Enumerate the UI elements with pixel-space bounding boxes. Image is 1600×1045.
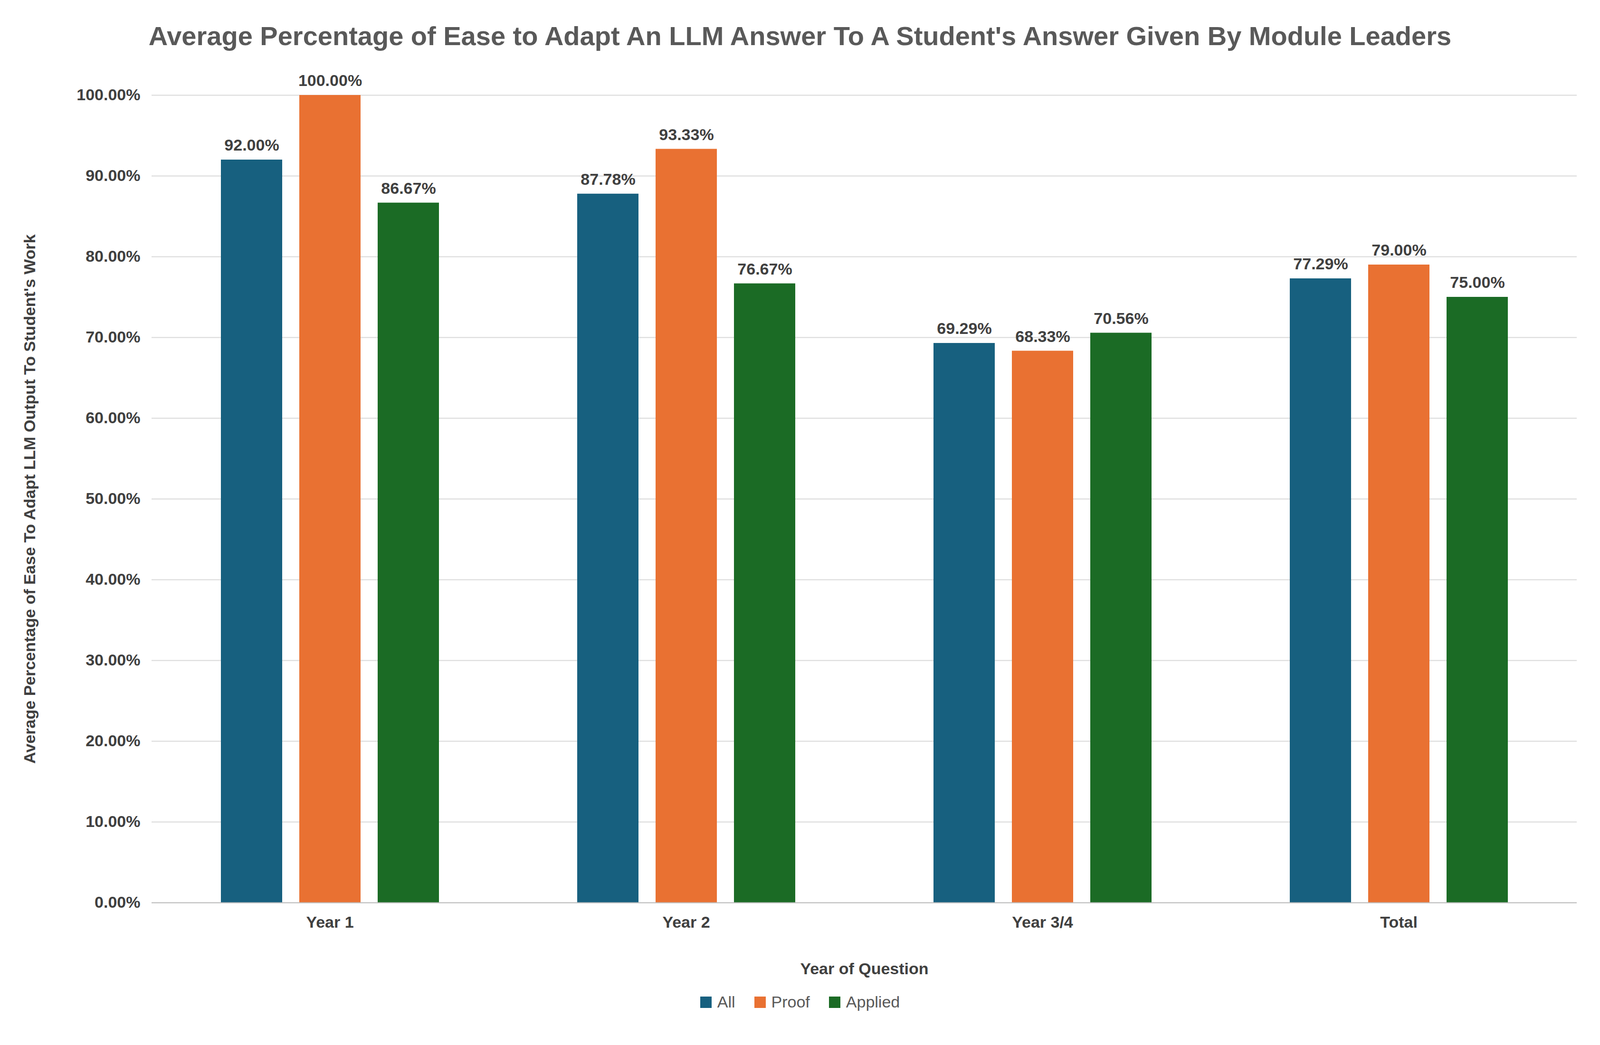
svg-text:80.00%: 80.00%	[85, 247, 141, 266]
svg-text:Year 1: Year 1	[305, 913, 354, 932]
svg-text:0.00%: 0.00%	[94, 893, 141, 912]
svg-text:79.00%: 79.00%	[1371, 240, 1427, 259]
svg-text:30.00%: 30.00%	[85, 650, 141, 669]
svg-text:10.00%: 10.00%	[85, 812, 141, 831]
svg-text:100.00%: 100.00%	[76, 85, 141, 104]
svg-text:92.00%: 92.00%	[224, 135, 279, 154]
svg-text:100.00%: 100.00%	[298, 71, 362, 90]
svg-text:70.00%: 70.00%	[85, 327, 141, 346]
svg-text:87.78%: 87.78%	[580, 170, 636, 189]
svg-text:60.00%: 60.00%	[85, 408, 141, 427]
svg-text:68.33%: 68.33%	[1015, 327, 1070, 346]
svg-text:86.67%: 86.67%	[380, 179, 436, 198]
svg-text:69.29%: 69.29%	[936, 319, 992, 338]
svg-text:Average Percentage of Ease To: Average Percentage of Ease To Adapt LLM …	[20, 234, 39, 764]
svg-text:76.67%: 76.67%	[737, 259, 792, 278]
svg-text:77.29%: 77.29%	[1293, 254, 1348, 273]
svg-text:20.00%: 20.00%	[85, 731, 141, 750]
html-text:Proof: Proof	[771, 992, 810, 1011]
svg-text:93.33%: 93.33%	[658, 125, 714, 144]
svg-text:40.00%: 40.00%	[85, 570, 141, 589]
html-text:Applied: Applied	[845, 992, 900, 1011]
svg-text:Total: Total	[1380, 913, 1418, 932]
html-text:All: All	[717, 992, 736, 1011]
html-text:Average Percentage of Ease to: Average Percentage of Ease to Adapt An L…	[148, 20, 1452, 51]
svg-text:70.56%: 70.56%	[1093, 309, 1149, 328]
svg-text:75.00%: 75.00%	[1449, 273, 1505, 292]
svg-text:Year 2: Year 2	[662, 913, 710, 932]
svg-text:50.00%: 50.00%	[85, 489, 141, 508]
svg-text:Year 3/4: Year 3/4	[1011, 913, 1074, 932]
svg-text:90.00%: 90.00%	[85, 166, 141, 185]
svg-text:Year of Question: Year of Question	[800, 959, 929, 978]
